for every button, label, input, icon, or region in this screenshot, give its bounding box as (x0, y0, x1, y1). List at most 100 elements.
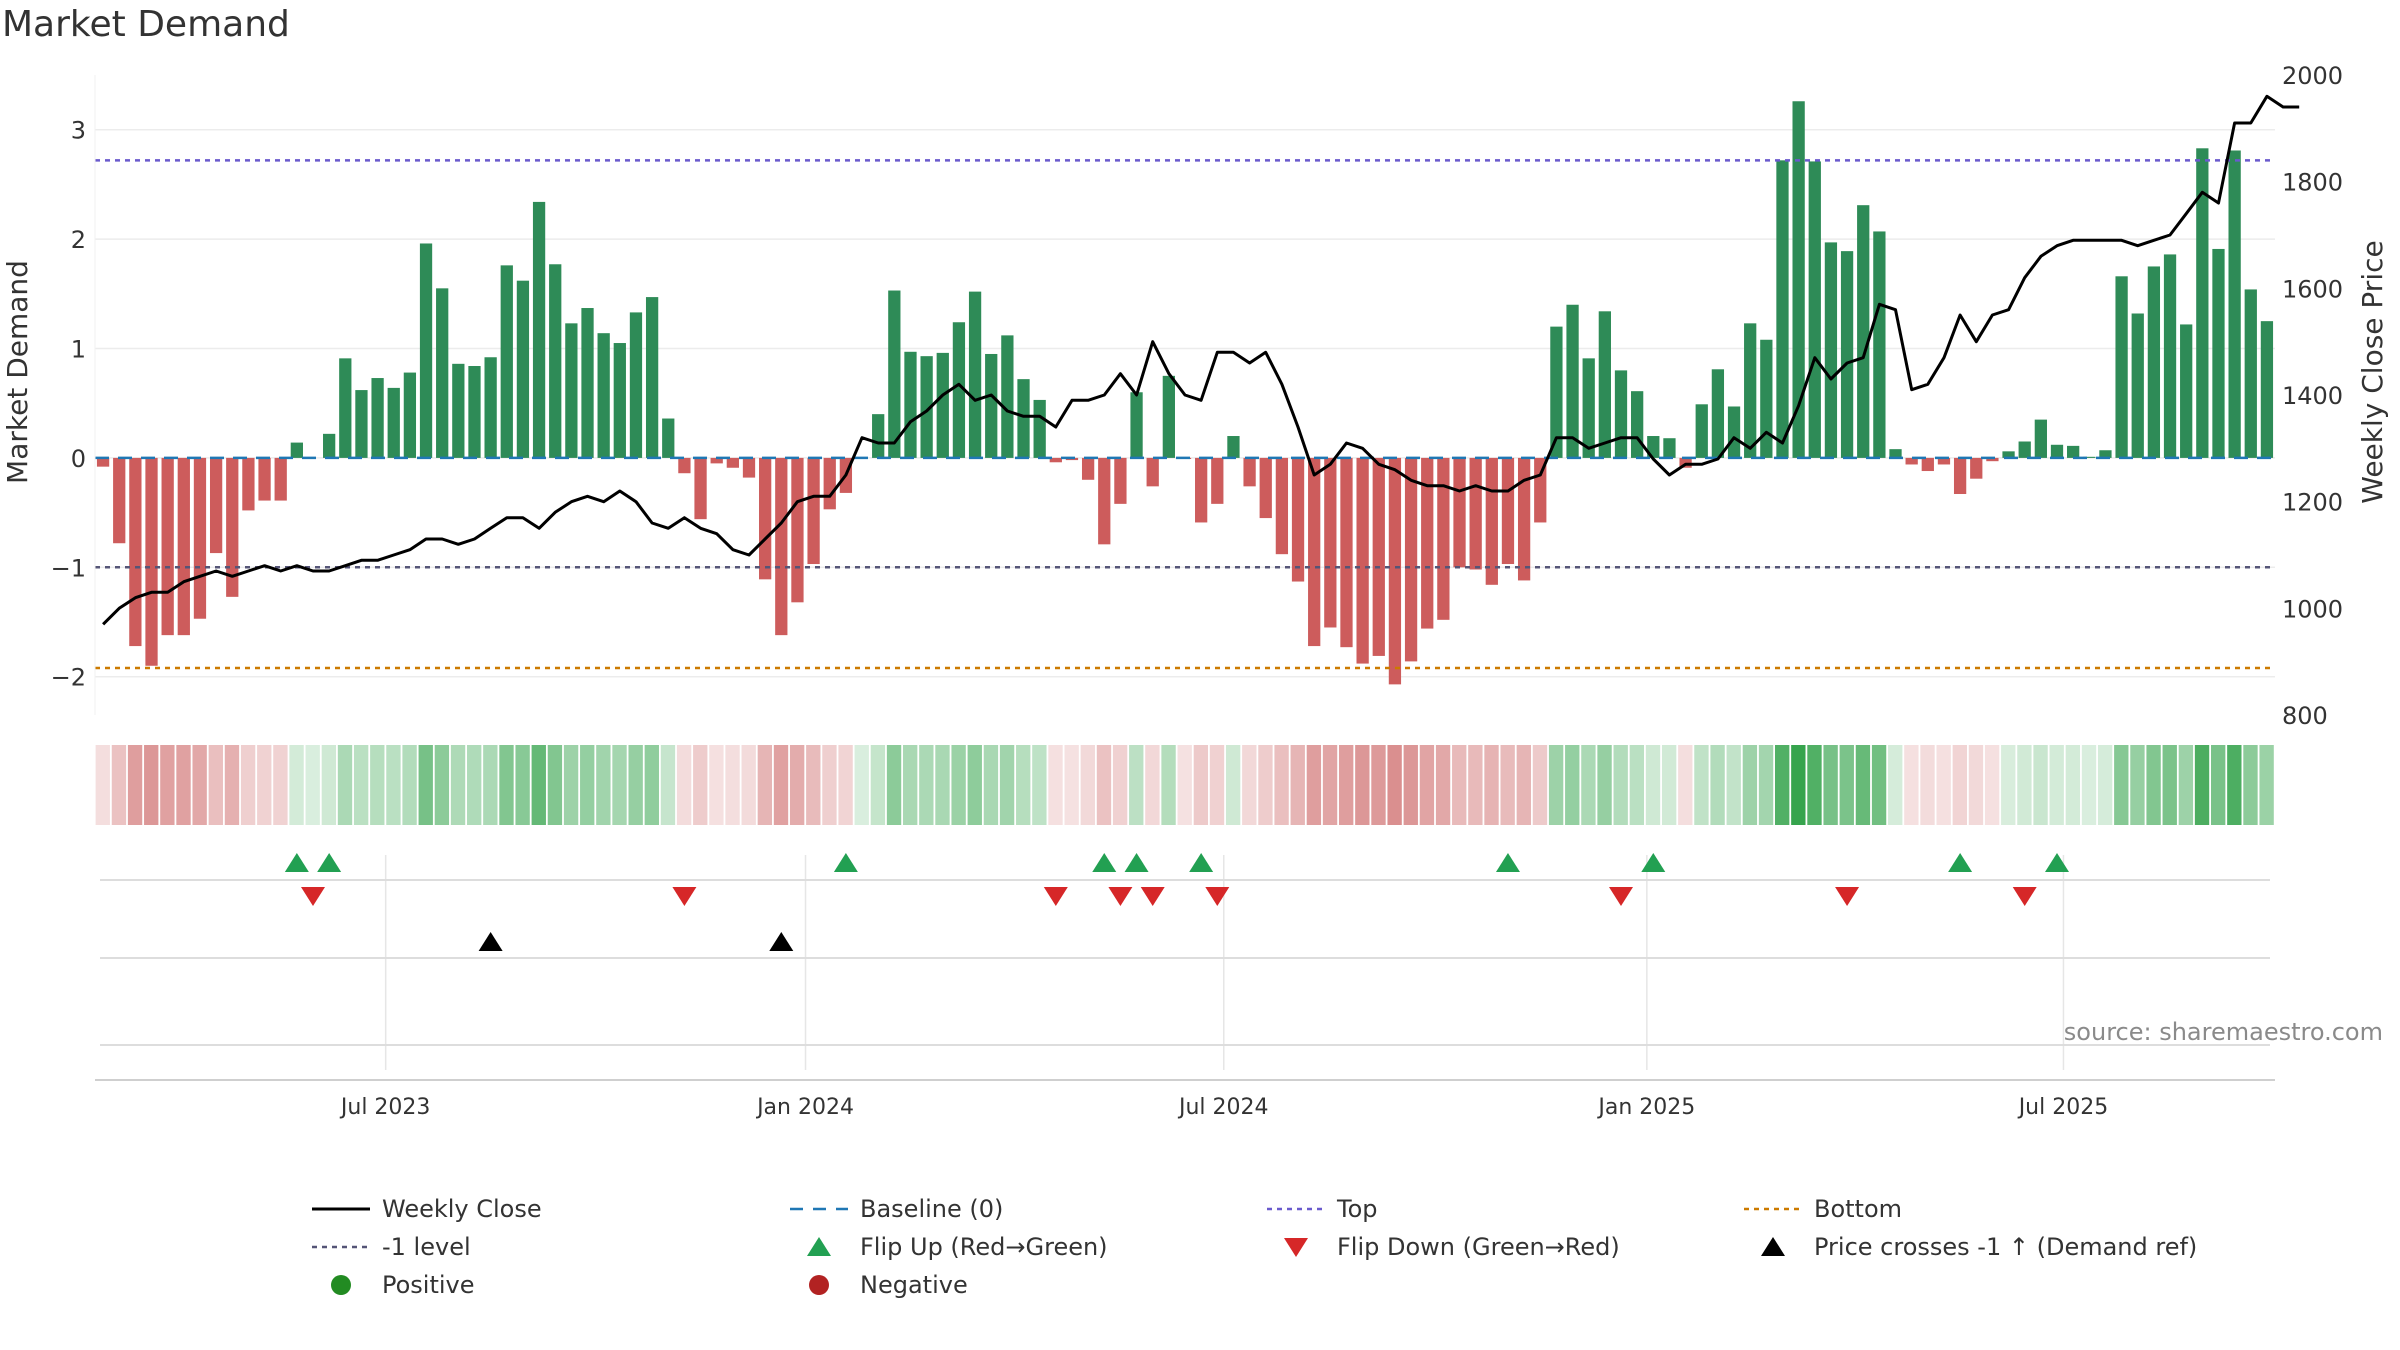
heat-cell (596, 745, 611, 825)
demand-bar-positive (1792, 101, 1805, 458)
heat-cell (1064, 745, 1079, 825)
x-tick-label: Jul 2023 (339, 1095, 431, 1120)
heat-cell (240, 745, 256, 825)
demand-bar-negative (1114, 457, 1127, 504)
demand-bar-positive (2083, 456, 2096, 458)
heat-cell (1888, 745, 1903, 825)
heat-cell (1532, 745, 1548, 825)
flip-up-marker (1189, 853, 1214, 872)
legend-symbol (1744, 1207, 1802, 1211)
legend-label: Price crosses -1 ↑ (Demand ref) (1814, 1233, 2198, 1261)
heat-cell (1516, 745, 1531, 825)
demand-bar-negative (274, 457, 287, 501)
heat-cell (1581, 745, 1596, 825)
heat-cell (273, 745, 288, 825)
heat-cell (1080, 745, 1095, 825)
heat-cell (176, 745, 191, 825)
legend-item: Flip Up (Red→Green) (788, 1229, 1108, 1265)
demand-bar-positive (419, 243, 433, 458)
heat-cell (1452, 745, 1467, 825)
demand-bar-positive (1130, 392, 1143, 458)
demand-bar-positive (1663, 438, 1676, 458)
demand-bar-negative (1243, 457, 1256, 487)
heat-cell (725, 745, 740, 825)
flip-down-marker (1043, 887, 1068, 906)
legend-label: Top (1337, 1195, 1378, 1223)
demand-bar-positive (403, 372, 417, 458)
heat-cell (1371, 745, 1386, 825)
demand-bar-negative (1259, 457, 1272, 519)
heat-cell (2033, 745, 2048, 825)
demand-bar-positive (1598, 311, 1611, 458)
heat-cell (2194, 745, 2210, 825)
heat-cell (1016, 745, 1031, 825)
y2-tick-label: 1600 (2282, 275, 2343, 303)
heat-cell (1613, 745, 1628, 825)
demand-bar-negative (1937, 457, 1951, 465)
demand-bar-negative (1534, 457, 1547, 523)
demand-bar-positive (629, 312, 643, 458)
heat-cell (353, 745, 369, 825)
demand-bar-positive (1711, 369, 1725, 458)
legend-label: Baseline (0) (860, 1195, 1004, 1223)
demand-bar-positive (581, 308, 594, 458)
heat-cell (95, 745, 110, 825)
heat-cell (2227, 745, 2242, 825)
heat-cell (660, 745, 676, 825)
heat-cell (2243, 745, 2258, 825)
demand-bar-negative (775, 457, 788, 636)
demand-bar-negative (823, 457, 836, 510)
demand-bar-positive (1017, 379, 1030, 458)
legend-label: Negative (860, 1271, 968, 1299)
heat-cell (1678, 745, 1693, 825)
demand-bar-positive (1840, 251, 1854, 458)
legend-label: -1 level (382, 1233, 471, 1261)
heat-cell (1807, 745, 1822, 825)
demand-bar-positive (436, 288, 449, 458)
legend-item: Positive (310, 1267, 475, 1303)
heat-cell (450, 745, 466, 825)
heat-cell (2065, 745, 2081, 825)
demand-bar-positive (920, 356, 933, 458)
demand-bar-negative (1453, 457, 1466, 568)
y2-tick-label: 1800 (2282, 169, 2343, 197)
heat-cell (192, 745, 207, 825)
demand-bar-positive (2163, 254, 2177, 458)
demand-bar-negative (1421, 457, 1434, 629)
demand-bar-positive (968, 291, 982, 458)
demand-bar-negative (742, 457, 756, 478)
legend-label: Positive (382, 1271, 475, 1299)
page-title: Market Demand (2, 4, 290, 45)
demand-bar-positive (1582, 358, 1595, 458)
heat-cell (370, 745, 385, 825)
y2-axis-label: Weekly Close Price (2356, 240, 2389, 503)
demand-bar-negative (759, 457, 772, 580)
demand-bar-positive (1824, 242, 1838, 458)
heat-cell (1419, 745, 1435, 825)
demand-bar-negative (1356, 457, 1369, 664)
heat-cell (547, 745, 563, 825)
flip-down-marker (1205, 887, 1230, 906)
demand-bar-positive (1033, 399, 1046, 458)
demand-bar-negative (226, 457, 239, 597)
legend-symbol (809, 1275, 829, 1295)
heat-cell (1355, 745, 1370, 825)
demand-bar-negative (1372, 457, 1385, 656)
heat-cell (337, 745, 353, 825)
demand-bar-positive (952, 322, 966, 458)
x-tick-label: Jan 2024 (755, 1095, 854, 1120)
heat-cell (531, 745, 546, 825)
flip-up-marker (1092, 853, 1117, 872)
heat-cell (1145, 745, 1160, 825)
demand-bar-positive (2099, 450, 2112, 458)
legend-symbol (807, 1237, 831, 1256)
heat-cell (160, 745, 175, 825)
demand-bar-positive (371, 378, 384, 458)
flip-down-marker (672, 887, 697, 906)
demand-bar-negative (258, 457, 271, 501)
y-tick-label: 1 (71, 336, 86, 364)
heat-cell (1726, 745, 1741, 825)
demand-bar-positive (597, 333, 610, 458)
demand-bar-positive (1889, 449, 1902, 458)
legend-label: Weekly Close (382, 1195, 542, 1223)
